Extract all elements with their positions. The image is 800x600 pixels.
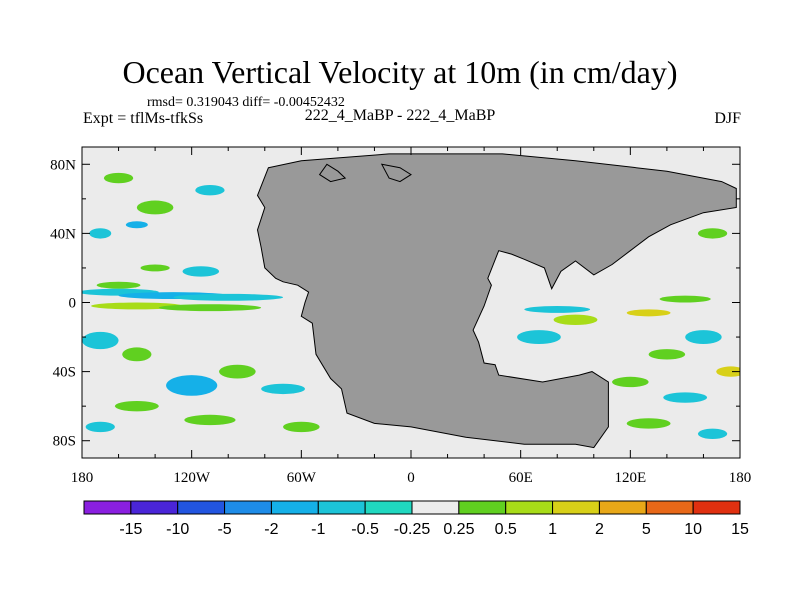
colorbar-label: 2 — [595, 521, 604, 538]
anomaly-patch — [626, 418, 671, 429]
colorbar-swatch — [364, 500, 413, 515]
case-label: 222_4_MaBP - 222_4_MaBP — [304, 107, 496, 124]
anomaly-layer — [82, 172, 740, 439]
colorbar-swatch — [505, 500, 554, 515]
colorbar-swatch — [692, 500, 741, 515]
anomaly-patch — [82, 331, 119, 350]
colorbar-swatch — [130, 500, 179, 515]
anomaly-patch — [96, 281, 141, 289]
anomaly-patch — [122, 347, 152, 362]
x-tick-label: 180 — [71, 470, 94, 486]
colorbar-swatch — [224, 500, 272, 515]
colorbar-label: 0.25 — [443, 521, 474, 538]
x-tick-label: 120W — [173, 470, 211, 486]
y-tick-label: 80S — [53, 434, 76, 450]
anomaly-patch — [136, 200, 174, 215]
anomaly-patch — [166, 375, 218, 396]
colorbar-label: 0.5 — [495, 521, 517, 538]
anomaly-patch — [173, 293, 284, 301]
anomaly-patch — [125, 221, 148, 229]
colorbar-label: -0.5 — [351, 521, 379, 538]
colorbar-swatch — [83, 500, 132, 515]
land-mass — [256, 153, 737, 449]
anomaly-patch — [648, 349, 686, 360]
y-tick-label: 80N — [50, 157, 76, 173]
anomaly-patch — [612, 376, 649, 388]
anomaly-patch — [517, 330, 561, 344]
colorbar-swatch — [458, 500, 507, 515]
anomaly-patch — [553, 314, 598, 325]
colorbar-swatch — [270, 500, 319, 515]
anomaly-patch — [716, 366, 740, 377]
colorbar-swatch — [177, 500, 226, 515]
anomaly-patch — [524, 305, 591, 313]
experiment-label: Expt = tflMs-tfkSs — [83, 110, 204, 127]
colorbar-label: 15 — [731, 521, 749, 538]
anomaly-patch — [697, 228, 728, 239]
colorbar-label: -15 — [119, 521, 142, 538]
y-tick-label: 0 — [69, 296, 77, 312]
anomaly-patch — [697, 428, 728, 439]
x-tick-label: 60E — [509, 470, 533, 486]
anomaly-patch — [158, 304, 262, 312]
colorbar-swatch — [411, 500, 460, 515]
colorbar-label: 5 — [642, 521, 651, 538]
y-tick-label: 40S — [53, 365, 76, 381]
season-label: DJF — [714, 110, 741, 127]
anomaly-patch — [283, 421, 320, 433]
x-tick-label: 60W — [287, 470, 317, 486]
stats-text: rmsd= 0.319043 diff= -0.00452432 — [147, 95, 345, 110]
colorbar-label: -10 — [166, 521, 189, 538]
land-island — [318, 163, 347, 183]
anomaly-patch — [114, 400, 159, 412]
colorbar-swatch — [598, 500, 647, 515]
colorbar-label: 1 — [548, 521, 557, 538]
x-tick-label: 120E — [614, 470, 646, 486]
colorbar-swatch — [317, 500, 366, 515]
anomaly-patch — [103, 172, 134, 184]
chart-title: Ocean Vertical Velocity at 10m (in cm/da… — [122, 54, 678, 90]
colorbar-label: -5 — [217, 521, 231, 538]
anomaly-patch — [659, 295, 711, 303]
anomaly-patch — [626, 309, 671, 317]
colorbar-label: -1 — [311, 521, 325, 538]
anomaly-patch — [219, 364, 256, 379]
anomaly-patch — [261, 383, 305, 395]
anomaly-patch — [89, 228, 112, 239]
x-tick-label: 180 — [729, 470, 752, 486]
land-island — [380, 163, 412, 183]
colorbar-swatch — [552, 500, 600, 515]
anomaly-patch — [140, 264, 170, 272]
anomaly-patch — [182, 266, 220, 277]
anomaly-patch — [85, 421, 115, 433]
y-tick-label: 40N — [50, 226, 76, 242]
colorbar-label: -2 — [264, 521, 278, 538]
colorbar-label: 10 — [684, 521, 702, 538]
colorbar-label: -0.25 — [394, 521, 431, 538]
anomaly-patch — [195, 185, 225, 196]
x-tick-label: 0 — [407, 470, 415, 486]
anomaly-patch — [184, 414, 236, 426]
anomaly-patch — [685, 330, 722, 344]
anomaly-patch — [663, 392, 708, 403]
colorbar-swatch — [645, 500, 694, 515]
